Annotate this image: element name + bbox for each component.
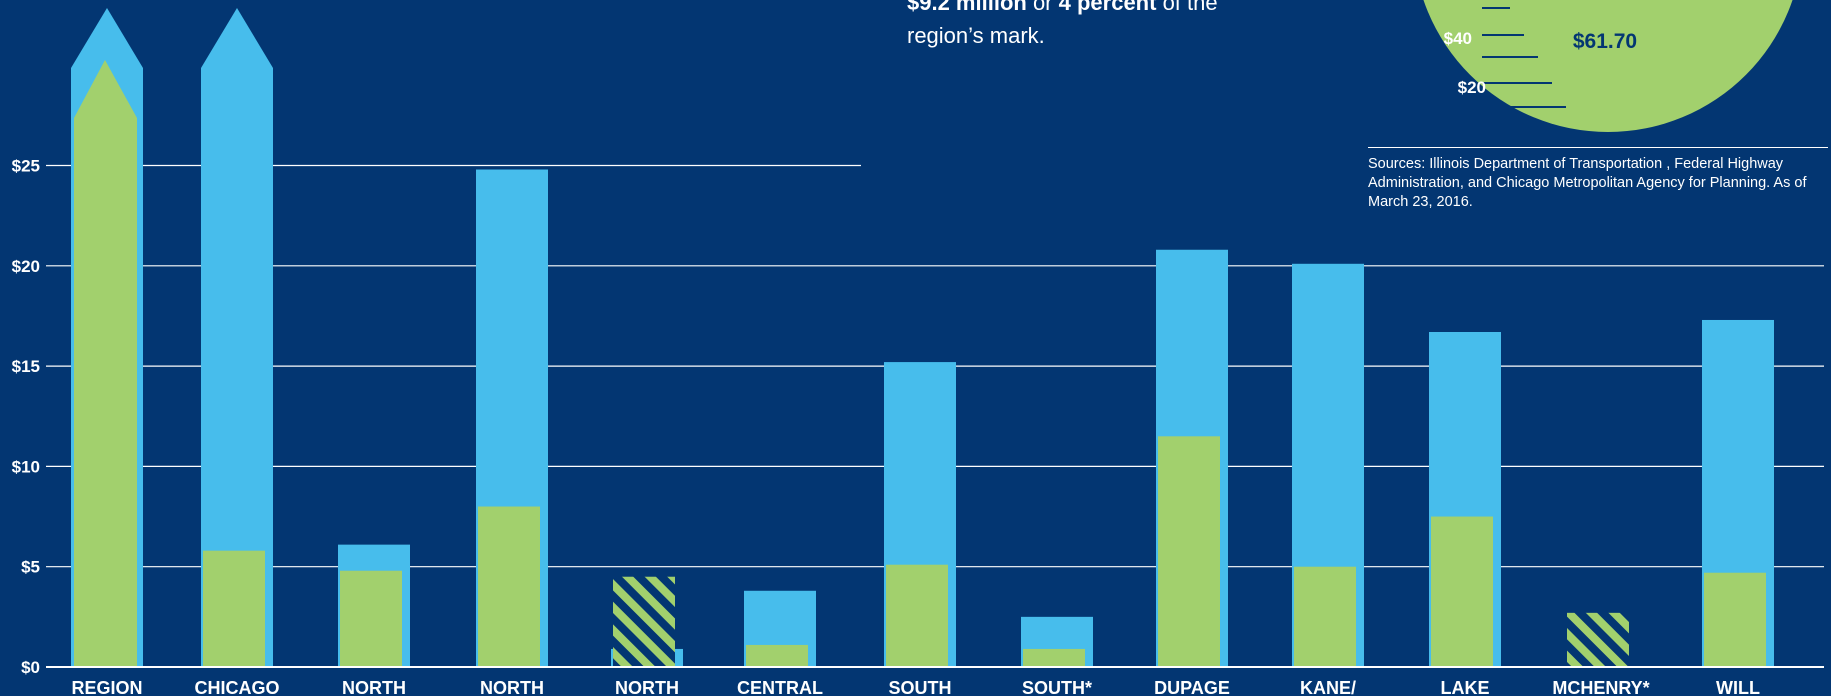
- gauge-circle: [1423, 0, 1793, 132]
- category-label: LAKE: [1441, 678, 1490, 696]
- sources-note: Sources: Illinois Department of Transpor…: [1368, 147, 1828, 212]
- bar-green: [1158, 436, 1220, 667]
- y-tick-label: $5: [21, 558, 40, 577]
- category-label: REGION: [71, 678, 142, 696]
- category-label: NORTH: [480, 678, 544, 696]
- bar-green: [886, 564, 948, 667]
- category-label: NORTH: [615, 678, 679, 696]
- bar-green: [340, 570, 402, 667]
- y-tick-label: $25: [12, 157, 40, 176]
- y-tick-label: $15: [12, 357, 40, 376]
- category-label: NORTH: [342, 678, 406, 696]
- y-tick-label: $10: [12, 457, 40, 476]
- intro-suffix: of the: [1156, 0, 1218, 15]
- bar-green: [478, 506, 540, 667]
- intro-connector: or: [1026, 0, 1059, 15]
- gauge-tick-label: $40: [1444, 29, 1472, 48]
- category-label: SOUTH*: [1022, 678, 1092, 696]
- intro-amount: $9.2 million: [907, 0, 1027, 15]
- category-label: WILL: [1716, 678, 1760, 696]
- bar-blue-offscale: [201, 8, 273, 667]
- bar-green: [1431, 516, 1493, 667]
- category-label: CENTRAL: [737, 678, 823, 696]
- bar-green: [746, 644, 808, 667]
- bar-hatched: [613, 576, 675, 667]
- category-label: DUPAGE: [1154, 678, 1230, 696]
- intro-text: $9.2 million or 4 percent of the region’…: [907, 0, 1237, 52]
- category-label: MCHENRY*: [1552, 678, 1649, 696]
- category-label: KANE/: [1300, 678, 1356, 696]
- bar-green: [203, 550, 265, 667]
- category-label: CHICAGO: [195, 678, 280, 696]
- y-tick-label: $0: [21, 658, 40, 677]
- intro-line-2: region’s mark.: [907, 23, 1045, 48]
- bar-green: [1294, 566, 1356, 667]
- intro-line-1: $9.2 million or 4 percent of the: [907, 0, 1237, 19]
- bar-green: [1704, 572, 1766, 667]
- gauge-tick-label: $20: [1458, 78, 1486, 97]
- bar-green-offscale: [74, 60, 137, 667]
- category-label: SOUTH: [889, 678, 952, 696]
- bar-green: [1023, 648, 1085, 667]
- gauge-value-label: $61.70: [1573, 30, 1637, 53]
- y-tick-label: $20: [12, 257, 40, 276]
- intro-percent: 4 percent: [1058, 0, 1157, 15]
- bar-hatched: [1567, 612, 1629, 667]
